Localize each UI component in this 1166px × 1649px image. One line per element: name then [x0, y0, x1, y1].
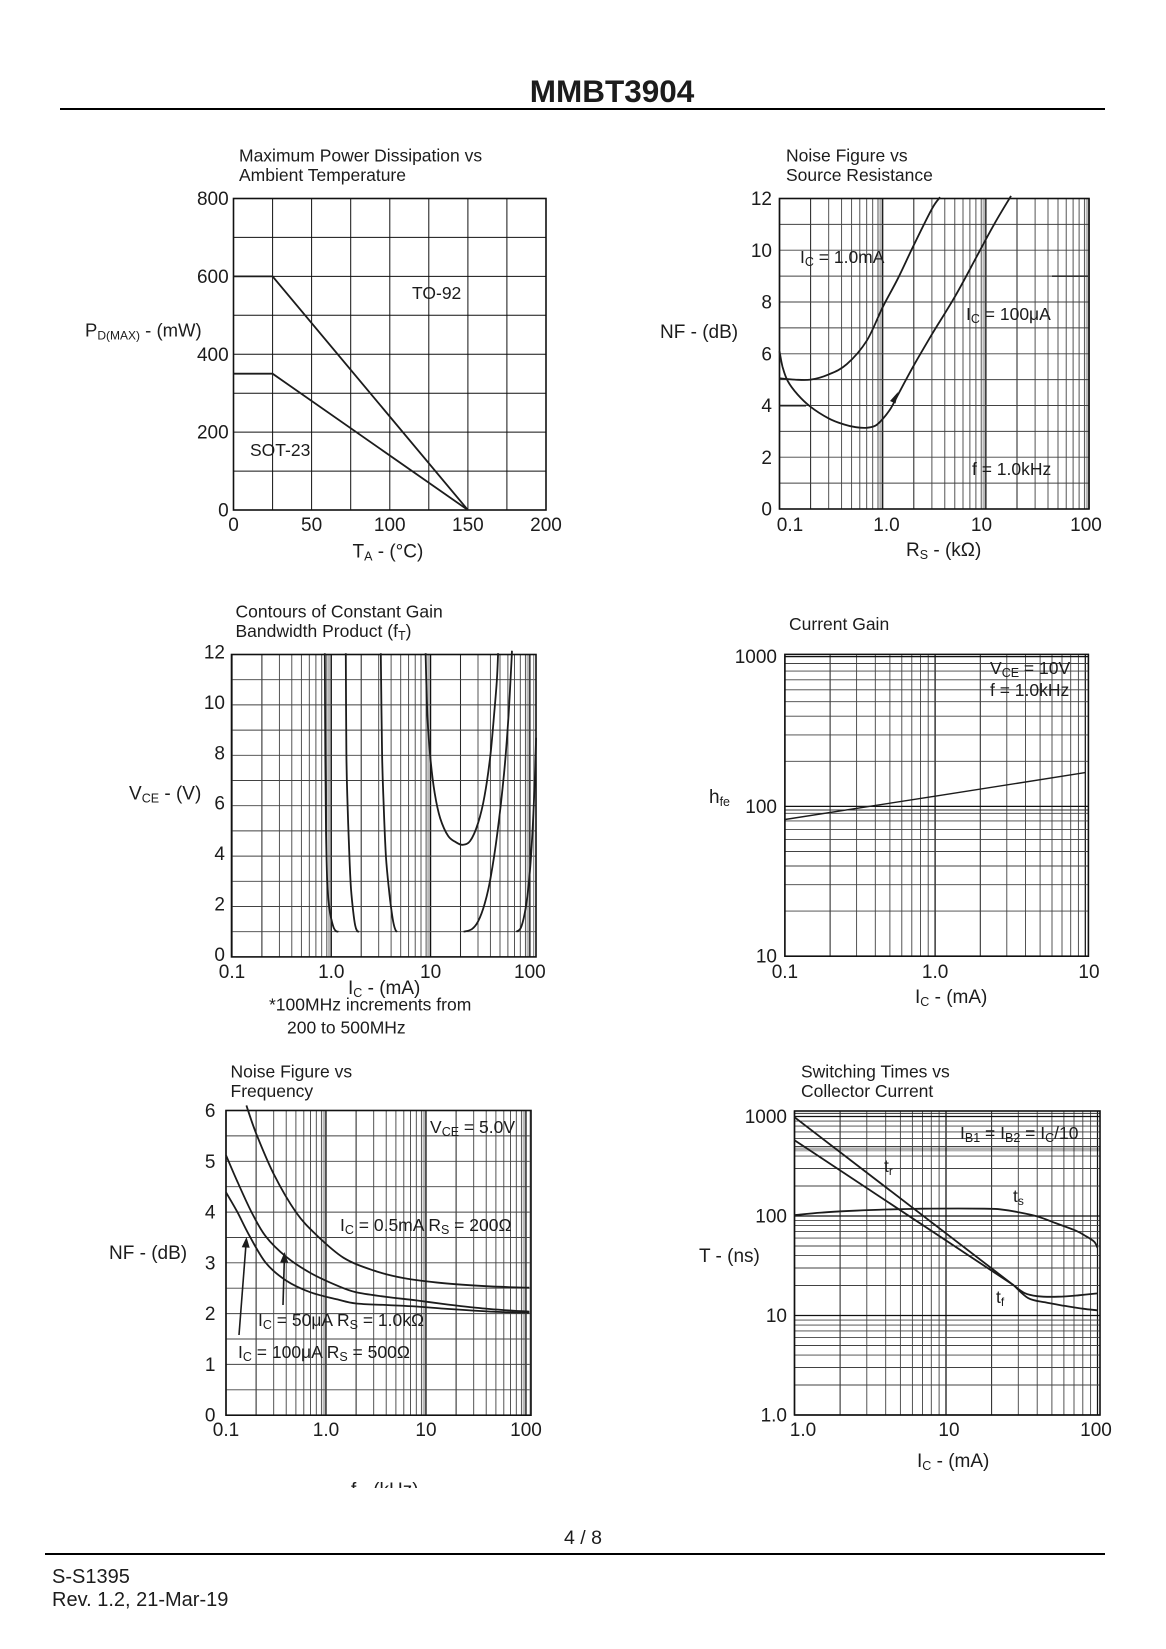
svg-text:600: 600 [197, 267, 229, 288]
svg-text:8: 8 [214, 743, 225, 764]
svg-text:hfe​: hfe​ [709, 787, 730, 809]
svg-text:0: 0 [214, 945, 225, 966]
svg-text:IC​ = 50μA RS​ = 1.0kΩ: IC​ = 50μA RS​ = 1.0kΩ [258, 1310, 424, 1332]
svg-text:5: 5 [205, 1152, 216, 1173]
svg-text:0.1: 0.1 [772, 962, 798, 983]
svg-text:100: 100 [1070, 515, 1102, 536]
svg-text:100: 100 [374, 515, 406, 536]
svg-text:100: 100 [510, 1420, 542, 1441]
svg-text:6: 6 [214, 794, 225, 815]
svg-text:100: 100 [755, 1207, 787, 1228]
svg-text:12: 12 [204, 643, 225, 664]
svg-text:IC​ = 100μA: IC​ = 100μA [966, 304, 1051, 326]
svg-text:10: 10 [204, 693, 225, 714]
svg-text:ts​: ts​ [1013, 1186, 1024, 1208]
svg-text:1000: 1000 [745, 1107, 787, 1128]
svg-text:IC​ - (mA): IC​ - (mA) [915, 987, 987, 1009]
svg-text:1.0: 1.0 [313, 1420, 339, 1441]
svg-text:6: 6 [205, 1101, 216, 1122]
svg-text:200 to 500MHz: 200 to 500MHz [287, 1018, 406, 1038]
svg-text:12: 12 [751, 189, 772, 210]
svg-text:1.0: 1.0 [761, 1406, 787, 1427]
svg-text:SOT-23: SOT-23 [250, 440, 310, 460]
svg-text:800: 800 [197, 189, 229, 210]
svg-text:Contours of Constant Gain: Contours of Constant Gain [236, 602, 443, 622]
svg-text:VCE​ - (V): VCE​ - (V) [129, 784, 201, 806]
svg-text:IC​ - (mA): IC​ - (mA) [917, 1451, 989, 1473]
svg-text:1.0: 1.0 [873, 515, 899, 536]
svg-text:10: 10 [420, 962, 441, 983]
svg-text:tf​: tf​ [996, 1287, 1005, 1309]
svg-text:NF - (dB): NF - (dB) [660, 322, 738, 343]
svg-text:IC​ = 1.0mA: IC​ = 1.0mA [800, 247, 885, 269]
svg-text:VCE​ = 5.0V: VCE​ = 5.0V [430, 1117, 515, 1139]
svg-text:Source Resistance: Source Resistance [786, 165, 933, 185]
svg-text:0: 0 [218, 501, 229, 522]
svg-text:tr​: tr​ [884, 1156, 893, 1178]
svg-text:f = 1.0kHz: f = 1.0kHz [972, 459, 1051, 479]
svg-text:6: 6 [761, 344, 772, 365]
svg-text:50: 50 [301, 515, 322, 536]
svg-text:T - (ns): T - (ns) [699, 1246, 760, 1267]
svg-text:IC​ - (mA): IC​ - (mA) [348, 978, 420, 1000]
svg-text:Switching Times vs: Switching Times vs [801, 1062, 950, 1082]
svg-text:10: 10 [756, 947, 777, 968]
svg-text:400: 400 [197, 345, 229, 366]
svg-text:4: 4 [761, 396, 772, 417]
svg-text:10: 10 [938, 1420, 959, 1441]
svg-text:IC​ = 0.5mA RS​ = 200Ω: IC​ = 0.5mA RS​ = 200Ω [340, 1215, 512, 1237]
svg-text:200: 200 [530, 515, 562, 536]
svg-text:10: 10 [1078, 962, 1099, 983]
svg-text:f - (kHz): f - (kHz) [351, 1480, 419, 1501]
svg-text:Frequency: Frequency [231, 1081, 314, 1101]
svg-text:VCE​ = 10V: VCE​ = 10V [990, 658, 1070, 680]
svg-text:1: 1 [205, 1355, 216, 1376]
svg-text:IC​ = 100μA RS​ = 500Ω: IC​ = 100μA RS​ = 500Ω [238, 1342, 410, 1364]
svg-text:Current Gain: Current Gain [789, 614, 889, 634]
svg-text:10: 10 [766, 1306, 787, 1327]
svg-text:f = 1.0kHz: f = 1.0kHz [990, 680, 1069, 700]
svg-text:TA​ - (°C): TA​ - (°C) [353, 542, 424, 564]
svg-text:1.0: 1.0 [922, 962, 948, 983]
svg-text:RS​ - (kΩ): RS​ - (kΩ) [906, 540, 981, 562]
svg-text:10: 10 [971, 515, 992, 536]
svg-text:1.0: 1.0 [318, 962, 344, 983]
svg-text:100: 100 [514, 962, 546, 983]
svg-text:NF - (dB): NF - (dB) [109, 1243, 187, 1264]
svg-text:0: 0 [228, 515, 239, 536]
svg-text:0.1: 0.1 [219, 962, 245, 983]
svg-text:1000: 1000 [735, 647, 777, 668]
svg-text:100: 100 [1080, 1420, 1112, 1441]
svg-text:Noise Figure vs: Noise Figure vs [786, 146, 908, 166]
svg-text:Collector Current: Collector Current [801, 1081, 933, 1101]
svg-text:10: 10 [751, 241, 772, 262]
svg-text:*100MHz increments from: *100MHz increments from [269, 995, 471, 1015]
svg-text:8: 8 [761, 293, 772, 314]
svg-text:1.0: 1.0 [790, 1420, 816, 1441]
svg-text:200: 200 [197, 423, 229, 444]
svg-text:Bandwidth Product (fT​): Bandwidth Product (fT​) [236, 621, 412, 643]
svg-text:Ambient Temperature: Ambient Temperature [239, 165, 406, 185]
svg-text:4: 4 [205, 1203, 216, 1224]
svg-text:TO-92: TO-92 [412, 283, 461, 303]
svg-text:0.1: 0.1 [777, 515, 803, 536]
svg-text:3: 3 [205, 1253, 216, 1274]
svg-text:4: 4 [214, 844, 225, 865]
svg-text:2: 2 [761, 448, 772, 469]
svg-text:Noise Figure vs: Noise Figure vs [231, 1062, 353, 1082]
svg-text:100: 100 [745, 797, 777, 818]
svg-text:2: 2 [214, 895, 225, 916]
svg-text:10: 10 [415, 1420, 436, 1441]
svg-text:2: 2 [205, 1304, 216, 1325]
svg-text:0.1: 0.1 [213, 1420, 239, 1441]
svg-text:Maximum Power Dissipation vs: Maximum Power Dissipation vs [239, 146, 482, 166]
svg-text:0: 0 [205, 1406, 216, 1427]
svg-text:0: 0 [761, 500, 772, 521]
svg-text:150: 150 [452, 515, 484, 536]
svg-text:PD(MAX)​ - (mW): PD(MAX)​ - (mW) [85, 320, 202, 343]
